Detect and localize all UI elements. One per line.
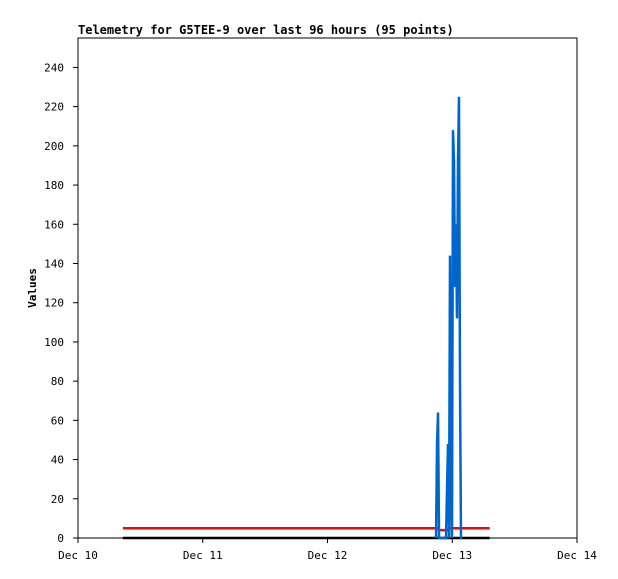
y-axis-label: Values	[26, 268, 39, 308]
x-tick-label: Dec 13	[432, 549, 472, 562]
x-tick-label: Dec 14	[557, 549, 597, 562]
y-tick-label: 100	[44, 336, 64, 349]
y-tick-label: 40	[51, 454, 64, 467]
series-line	[434, 96, 463, 540]
y-tick-label: 140	[44, 257, 64, 270]
x-tick-label: Dec 10	[58, 549, 98, 562]
y-tick-label: 60	[51, 414, 64, 427]
plot-frame	[77, 37, 578, 539]
y-tick-label: 180	[44, 179, 64, 192]
y-tick-label: 160	[44, 218, 64, 231]
x-tick-label: Dec 12	[308, 549, 348, 562]
x-tick-label: Dec 11	[183, 549, 223, 562]
series-line	[122, 526, 490, 532]
chart-title: Telemetry for G5TEE-9 over last 96 hours…	[78, 23, 454, 37]
y-tick-label: 0	[57, 532, 64, 545]
y-tick-label: 200	[44, 140, 64, 153]
y-tick-label: 220	[44, 101, 64, 114]
y-tick-label: 80	[51, 375, 64, 388]
y-tick-label: 240	[44, 61, 64, 74]
y-tick-label: 120	[44, 297, 64, 310]
y-tick-label: 20	[51, 493, 64, 506]
